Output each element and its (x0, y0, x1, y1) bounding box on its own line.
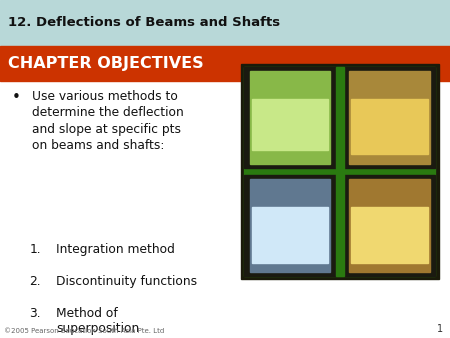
Text: CHAPTER OBJECTIVES: CHAPTER OBJECTIVES (8, 56, 204, 71)
Bar (244, 67, 435, 168)
Text: ©2005 Pearson Education South Asia Pte. Ltd: ©2005 Pearson Education South Asia Pte. … (4, 328, 165, 334)
Text: 3.: 3. (29, 307, 41, 320)
Text: 2.: 2. (29, 275, 41, 288)
Bar (250, 179, 330, 272)
Text: Method of
superposition: Method of superposition (56, 307, 140, 335)
Text: •: • (11, 90, 20, 104)
Bar (349, 71, 430, 164)
Bar (252, 99, 328, 150)
Bar (244, 175, 435, 276)
Bar (252, 207, 328, 263)
Bar (349, 179, 430, 272)
Bar (0, 0, 450, 46)
Text: Discontinuity functions: Discontinuity functions (56, 275, 198, 288)
Bar (336, 67, 344, 276)
Bar (241, 64, 439, 279)
Bar (351, 99, 427, 154)
Bar (351, 207, 427, 263)
Bar (250, 71, 330, 164)
Bar (244, 67, 435, 276)
Text: Use various methods to
determine the deflection
and slope at specific pts
on bea: Use various methods to determine the def… (32, 90, 184, 152)
Bar (0, 46, 450, 81)
Text: 1: 1 (437, 324, 443, 334)
Text: 1.: 1. (29, 243, 41, 256)
Text: Integration method: Integration method (56, 243, 175, 256)
Text: 12. Deflections of Beams and Shafts: 12. Deflections of Beams and Shafts (8, 16, 280, 29)
